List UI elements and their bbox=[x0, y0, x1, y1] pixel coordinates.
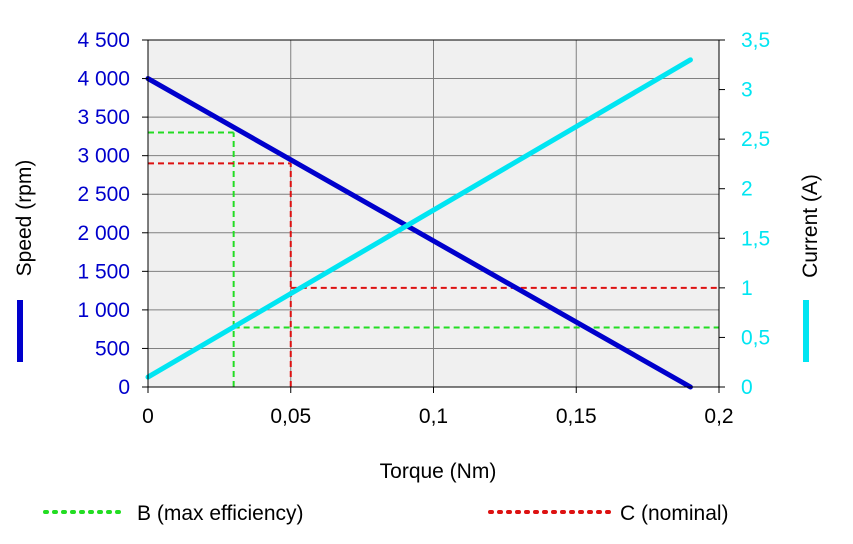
legend-b-label: B (max efficiency) bbox=[137, 502, 304, 525]
y-left-tick-label: 1 500 bbox=[77, 260, 130, 283]
x-axis-title: Torque (Nm) bbox=[380, 460, 497, 483]
x-tick-label: 0,1 bbox=[419, 405, 448, 428]
y-right-tick-label: 2 bbox=[741, 178, 753, 201]
current-series-line bbox=[145, 57, 693, 380]
y-right-tick-label: 3 bbox=[741, 79, 753, 102]
tick-labels: 0 0,05 0,1 0,15 0,2 0 500 1 000 1 500 2 000 2 500 3… bbox=[77, 29, 770, 428]
y-right-tick-label: 1,5 bbox=[741, 227, 770, 250]
reference-lines bbox=[148, 131, 719, 387]
y-left-tick-label: 4 500 bbox=[77, 29, 130, 52]
y-left-tick-label: 2 000 bbox=[77, 222, 130, 245]
speed-axis-color-key bbox=[17, 300, 23, 362]
legend-c-label: C (nominal) bbox=[620, 502, 729, 525]
legend: B (max efficiency) C (nominal) bbox=[43, 502, 729, 525]
x-tick-label: 0,2 bbox=[704, 405, 733, 428]
y-left-tick-label: 0 bbox=[118, 376, 130, 399]
y-right-tick-label: 0,5 bbox=[741, 326, 770, 349]
speed-series-line bbox=[145, 76, 693, 390]
y-right-tick-label: 3,5 bbox=[741, 29, 770, 52]
y-right-tick-label: 1 bbox=[741, 277, 753, 300]
y-left-tick-label: 1 000 bbox=[77, 299, 130, 322]
y-right-tick-label: 0 bbox=[741, 376, 753, 399]
y-left-tick-label: 4 000 bbox=[77, 68, 130, 91]
y-right-axis-title: Current (A) bbox=[799, 174, 822, 278]
y-left-tick-label: 500 bbox=[95, 337, 130, 360]
current-axis-color-key bbox=[803, 300, 809, 362]
data-series bbox=[145, 57, 693, 390]
x-tick-label: 0,15 bbox=[556, 405, 597, 428]
x-tick-label: 0,05 bbox=[270, 405, 311, 428]
y-left-axis-title: Speed (rpm) bbox=[13, 160, 36, 277]
y-right-tick-label: 2,5 bbox=[741, 128, 770, 151]
y-left-tick-label: 2 500 bbox=[77, 183, 130, 206]
y-left-tick-label: 3 500 bbox=[77, 106, 130, 129]
x-tick-label: 0 bbox=[142, 405, 154, 428]
y-left-tick-label: 3 000 bbox=[77, 145, 130, 168]
